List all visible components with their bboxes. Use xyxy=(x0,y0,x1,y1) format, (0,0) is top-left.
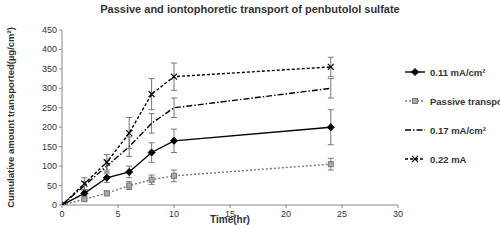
legend-label: 0.11 mA/cm² xyxy=(430,67,485,78)
error-bar xyxy=(126,166,132,178)
y-tick-label: 400 xyxy=(42,44,57,54)
error-bar xyxy=(328,158,334,170)
error-bar xyxy=(171,63,177,90)
legend-line xyxy=(405,129,425,130)
y-axis-label: Cumulative amount transported(µg/cm²) xyxy=(5,27,16,208)
error-bar xyxy=(171,129,177,152)
y-tick-label: 50 xyxy=(47,181,57,191)
marker xyxy=(81,181,87,187)
legend-marker xyxy=(412,69,419,76)
y-tick xyxy=(59,146,62,147)
marker xyxy=(328,64,334,70)
marker xyxy=(172,173,177,178)
y-tick xyxy=(59,107,62,108)
y-axis xyxy=(62,30,63,205)
marker xyxy=(171,74,177,80)
series xyxy=(62,57,334,205)
marker xyxy=(149,91,155,97)
error-bar xyxy=(149,79,155,110)
error-bar xyxy=(104,173,110,182)
y-tick xyxy=(59,30,62,31)
y-tick-label: 0 xyxy=(52,200,57,210)
marker xyxy=(104,159,110,165)
marker xyxy=(127,183,132,188)
x-tick xyxy=(342,205,343,208)
y-tick-label: 100 xyxy=(42,161,57,171)
error-bar xyxy=(149,143,155,162)
error-bar xyxy=(328,110,334,145)
series xyxy=(62,79,334,205)
legend-marker xyxy=(412,156,418,162)
marker xyxy=(148,149,155,156)
error-bar xyxy=(126,182,132,190)
y-tick-label: 250 xyxy=(42,103,57,113)
x-tick-label: 5 xyxy=(115,209,120,219)
y-tick-label: 300 xyxy=(42,83,57,93)
x-tick-label: 10 xyxy=(169,209,179,219)
x-tick xyxy=(174,205,175,208)
marker xyxy=(126,130,132,136)
marker xyxy=(62,202,65,205)
series-line xyxy=(62,88,331,205)
marker xyxy=(104,191,109,196)
y-tick-label: 200 xyxy=(42,122,57,132)
marker xyxy=(327,124,334,131)
legend-label: 0.22 mA xyxy=(430,154,467,165)
x-tick xyxy=(62,205,63,208)
error-bar xyxy=(81,178,87,190)
x-tick-label: 0 xyxy=(59,209,64,219)
y-tick xyxy=(59,49,62,50)
y-tick xyxy=(59,185,62,186)
y-tick-label: 450 xyxy=(42,25,57,35)
y-tick-label: 350 xyxy=(42,64,57,74)
x-tick xyxy=(398,205,399,208)
error-bar xyxy=(149,114,155,133)
error-bar xyxy=(171,170,177,182)
chart: Passive and iontophoretic transport of p… xyxy=(0,0,500,225)
series-line xyxy=(62,67,331,205)
y-tick xyxy=(59,127,62,128)
marker xyxy=(328,162,333,167)
marker xyxy=(149,177,154,182)
x-tick xyxy=(230,205,231,208)
error-bar xyxy=(104,191,110,196)
series-line xyxy=(62,164,331,205)
x-tick-label: 25 xyxy=(337,209,347,219)
marker xyxy=(126,168,133,175)
legend: 0.11 mA/cm² Passive transport 0.17 mA/cm² 0… xyxy=(405,67,500,165)
marker xyxy=(171,137,178,144)
marker xyxy=(81,190,88,197)
x-tick xyxy=(118,205,119,208)
y-tick-label: 150 xyxy=(42,142,57,152)
marker xyxy=(82,197,87,202)
series xyxy=(62,110,334,205)
error-bar xyxy=(149,175,155,184)
x-tick-label: 30 xyxy=(393,209,403,219)
x-axis-label: Time(hr) xyxy=(210,214,250,225)
error-bar xyxy=(104,154,110,170)
plot-area xyxy=(62,57,334,205)
error-bar xyxy=(126,118,132,149)
legend-label: 0.17 mA/cm² xyxy=(430,125,486,136)
y-tick xyxy=(59,88,62,89)
title: Passive and iontophoretic transport of p… xyxy=(100,3,399,15)
legend-label: Passive transport xyxy=(430,96,500,107)
marker xyxy=(103,174,110,181)
x-tick-label: 20 xyxy=(281,209,291,219)
y-tick xyxy=(59,166,62,167)
legend-marker xyxy=(413,99,418,104)
y-tick xyxy=(59,68,62,69)
x-tick xyxy=(286,205,287,208)
